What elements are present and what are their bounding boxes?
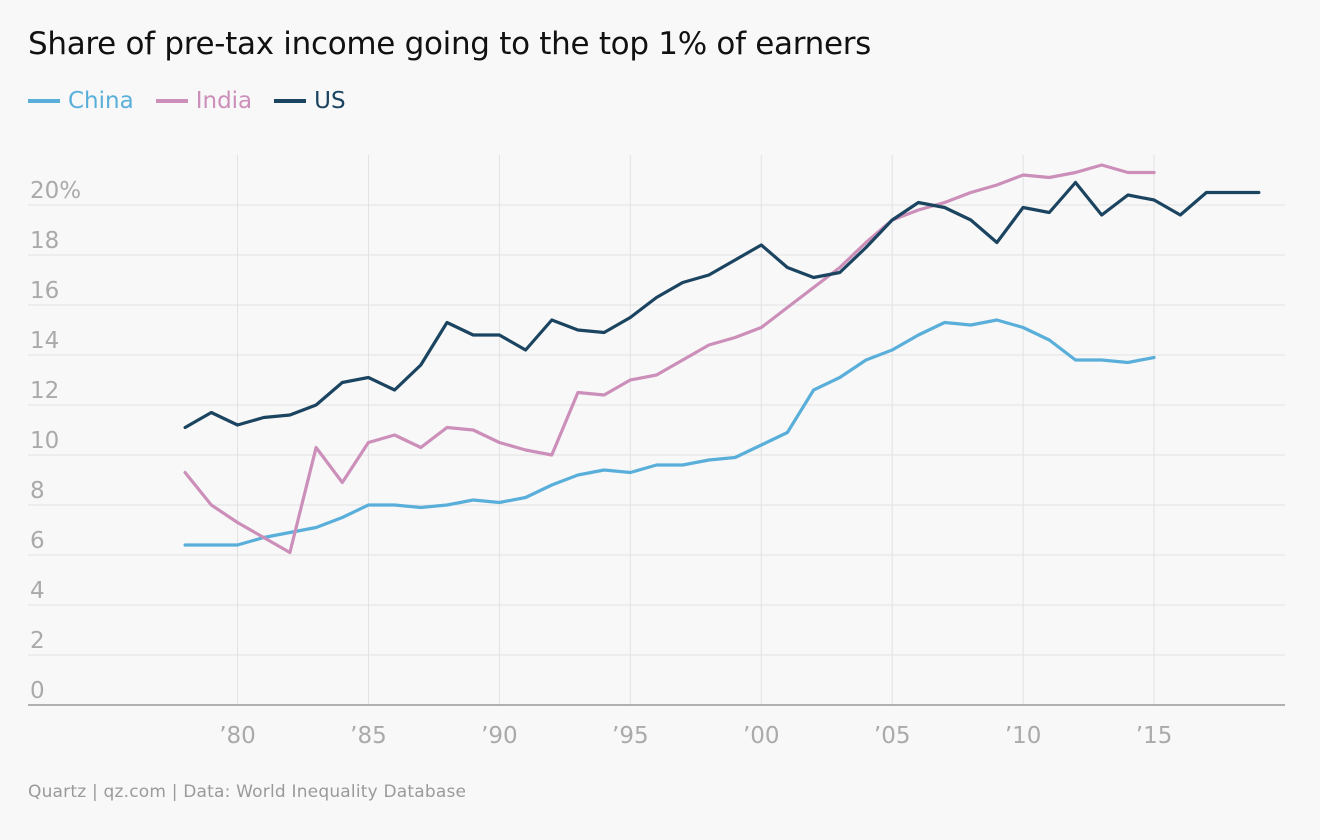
series-line-china [183, 318, 1156, 547]
legend-item-india: India [155, 88, 253, 114]
x-tick-label: ’00 [743, 723, 780, 749]
x-tick-label: ’10 [1005, 723, 1042, 749]
series-layer [183, 163, 1261, 555]
y-tick-label: 20% [30, 178, 81, 204]
series-line-us [183, 180, 1261, 430]
y-tick-label: 16 [30, 278, 59, 304]
y-tick-label: 8 [30, 478, 45, 504]
x-tick-label: ’05 [874, 723, 911, 749]
x-tick-label: ’80 [219, 723, 256, 749]
legend-item-china: China [28, 88, 134, 114]
y-tick-label: 6 [30, 528, 45, 554]
y-tick-label: 4 [30, 578, 45, 604]
chart-title: Share of pre-tax income going to the top… [28, 26, 872, 62]
legend-swatch-us [274, 99, 307, 103]
x-tick-label: ’95 [612, 723, 649, 749]
legend-label-china: China [68, 88, 134, 114]
chart-legend: China India US [28, 88, 346, 114]
y-tick-label: 14 [30, 328, 59, 354]
y-tick-label: 12 [30, 378, 59, 404]
legend-label-us: US [314, 88, 346, 114]
legend-swatch-china [28, 99, 60, 103]
legend-label-india: India [195, 88, 253, 114]
source-footer: Quartz | qz.com | Data: World Inequality… [28, 782, 467, 802]
x-tick-label: ’85 [350, 723, 387, 749]
tick-label-layer: 0 2 4 6 8 10 12 14 16 18 20% ’80 ’85 ’90 ’95 ’00 ’05 ’10 ’… [30, 178, 1172, 749]
y-tick-label: 18 [30, 228, 59, 254]
grid-layer [28, 155, 1285, 706]
series-line-india [183, 163, 1156, 555]
legend-swatch-india [155, 99, 188, 103]
x-tick-label: ’15 [1136, 723, 1173, 749]
legend-item-us: US [274, 88, 346, 114]
y-tick-label: 0 [30, 678, 45, 704]
x-tick-label: ’90 [481, 723, 518, 749]
y-tick-label: 2 [30, 628, 45, 654]
y-tick-label: 10 [30, 428, 59, 454]
